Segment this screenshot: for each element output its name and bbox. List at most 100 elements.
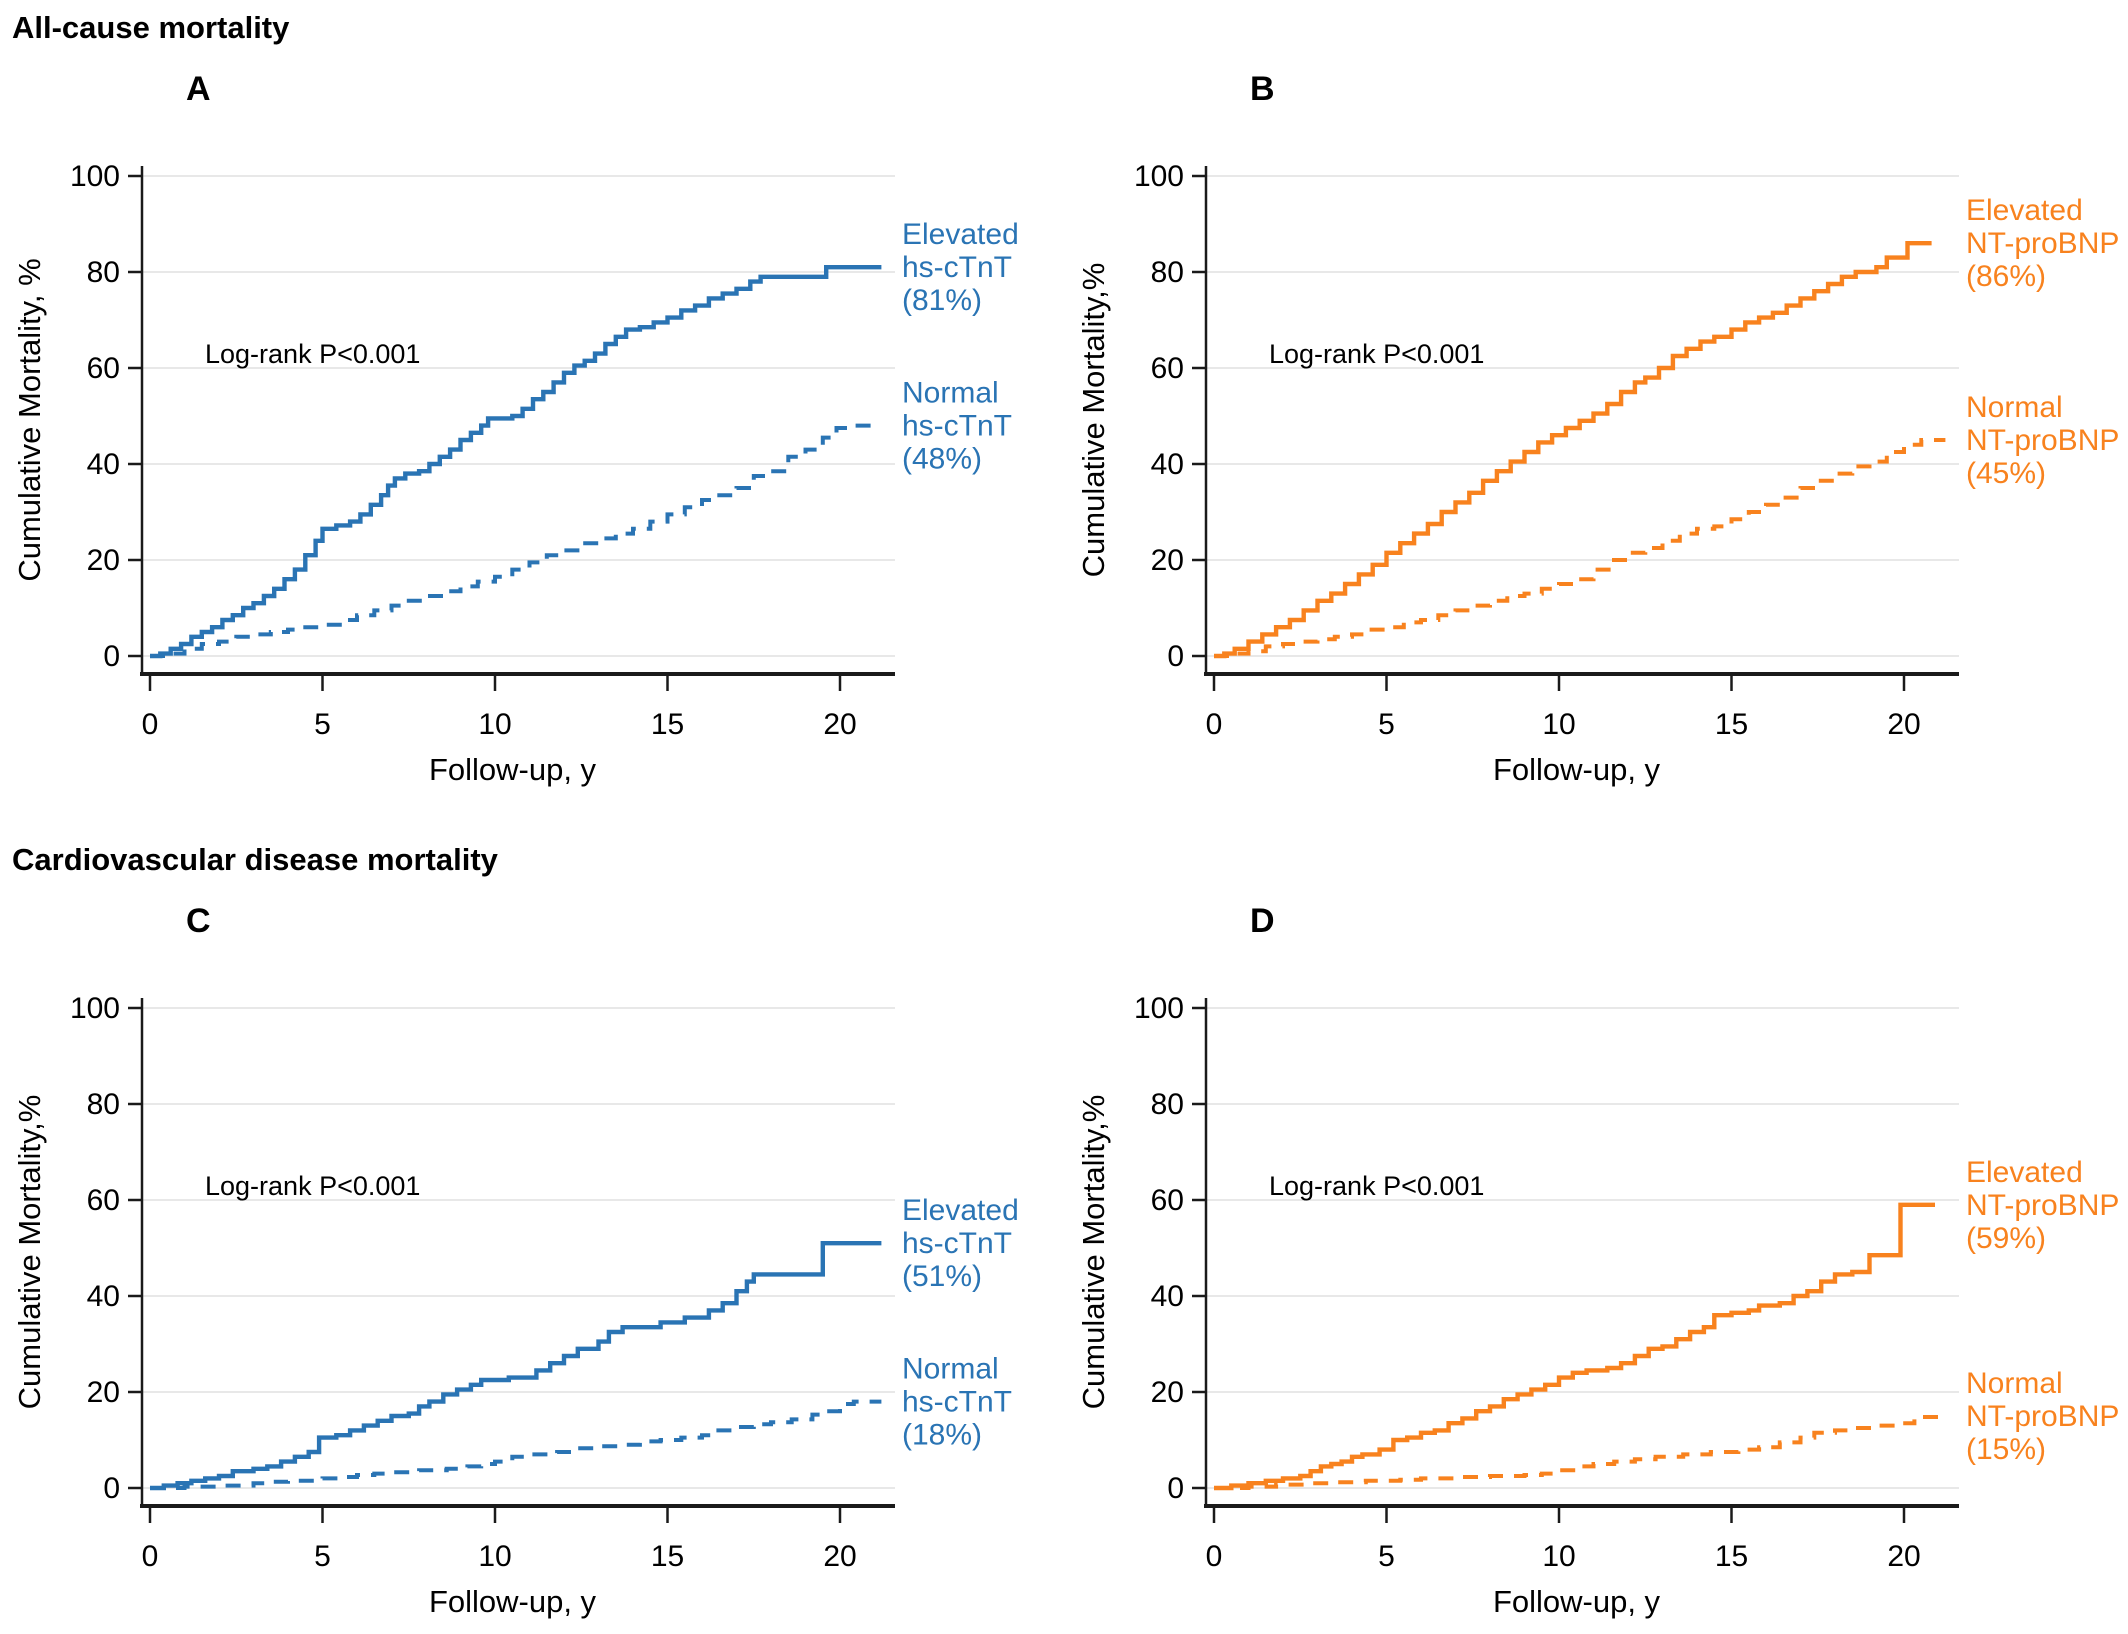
- curve-label-elevated-line2: NT-proBNP: [1966, 1189, 2119, 1222]
- curve-normal: [150, 423, 882, 658]
- panel-C-chart: 0 20 40 60 80 100 0 5 10 15 20 Follow-up, y Cumulati…: [12, 902, 1019, 1619]
- x-tick-label-0: 0: [1206, 1540, 1223, 1573]
- x-axis-label: Follow-up, y: [1493, 1584, 1661, 1619]
- y-tick-label-20: 20: [87, 1376, 120, 1409]
- x-tick-label-5: 5: [314, 1540, 331, 1573]
- curve-elevated: [1214, 1202, 1935, 1491]
- x-tick-label-10: 10: [1542, 1540, 1575, 1573]
- curve-label-elevated-line2: NT-proBNP: [1966, 227, 2119, 260]
- x-tick-label-20: 20: [823, 708, 856, 741]
- y-axis-label: Cumulative Mortality, %: [12, 258, 47, 581]
- curve-label-elevated-line3: (81%): [902, 284, 982, 317]
- curve-label-normal-line1: Normal: [1966, 1367, 2063, 1400]
- curve-elevated: [150, 1241, 882, 1491]
- y-tick-label-100: 100: [70, 160, 120, 193]
- curve-label-normal-line3: (15%): [1966, 1433, 2046, 1466]
- y-tick-label-60: 60: [1151, 1184, 1184, 1217]
- log-rank-annotation: Log-rank P<0.001: [1269, 339, 1484, 369]
- y-tick-label-20: 20: [1151, 1376, 1184, 1409]
- y-tick-label-0: 0: [103, 1472, 120, 1505]
- y-tick-label-100: 100: [1134, 160, 1184, 193]
- y-tick-label-60: 60: [87, 1184, 120, 1217]
- y-tick-label-0: 0: [1167, 640, 1184, 673]
- curve-label-normal-line2: hs-cTnT: [902, 410, 1012, 443]
- y-tick-label-20: 20: [1151, 544, 1184, 577]
- curve-label-elevated-line1: Elevated: [1966, 1156, 2083, 1189]
- x-tick-label-20: 20: [823, 1540, 856, 1573]
- panel-A: 0 20 40 60 80 100 0 5 10 15 20 Follow-up, y Cumulati…: [0, 50, 1064, 802]
- curve-normal: [150, 1399, 882, 1490]
- x-tick-label-20: 20: [1887, 708, 1920, 741]
- y-tick-label-60: 60: [1151, 352, 1184, 385]
- section-title-cvd: Cardiovascular disease mortality: [12, 842, 498, 877]
- curve-elevated: [150, 265, 882, 659]
- log-rank-annotation: Log-rank P<0.001: [1269, 1171, 1484, 1201]
- y-tick-label-20: 20: [87, 544, 120, 577]
- row-cvd-mortality: 0 20 40 60 80 100 0 5 10 15 20 Follow-up, y Cumulati…: [0, 882, 2128, 1634]
- y-tick-label-40: 40: [1151, 1280, 1184, 1313]
- curve-label-elevated-line1: Elevated: [902, 218, 1019, 251]
- y-axis-label: Cumulative Mortality,%: [12, 1095, 47, 1410]
- curve-label-normal-line1: Normal: [1966, 391, 2063, 424]
- x-tick-label-5: 5: [1378, 1540, 1395, 1573]
- curve-label-normal-line1: Normal: [902, 377, 999, 410]
- log-rank-annotation: Log-rank P<0.001: [205, 1171, 420, 1201]
- curve-normal: [1214, 438, 1946, 658]
- x-axis-label: Follow-up, y: [1493, 752, 1661, 787]
- y-tick-label-80: 80: [1151, 1088, 1184, 1121]
- y-tick-label-40: 40: [87, 448, 120, 481]
- x-axis-label: Follow-up, y: [429, 752, 597, 787]
- curve-label-normal-line1: Normal: [902, 1353, 999, 1386]
- x-tick-label-10: 10: [478, 1540, 511, 1573]
- curve-elevated: [1214, 241, 1932, 659]
- row-all-cause-mortality: 0 20 40 60 80 100 0 5 10 15 20 Follow-up, y Cumulati…: [0, 50, 2128, 802]
- y-tick-label-40: 40: [1151, 448, 1184, 481]
- curve-label-normal-line3: (48%): [902, 443, 982, 476]
- y-tick-label-80: 80: [87, 256, 120, 289]
- x-tick-label-15: 15: [1715, 708, 1748, 741]
- curve-label-elevated-line2: hs-cTnT: [902, 1227, 1012, 1260]
- panel-letter: A: [186, 70, 211, 108]
- curve-label-elevated-line3: (51%): [902, 1260, 982, 1293]
- x-tick-label-15: 15: [651, 708, 684, 741]
- panel-B: 0 20 40 60 80 100 0 5 10 15 20 Follow-up, y Cumulati…: [1064, 50, 2128, 802]
- curve-normal: [1214, 1415, 1948, 1490]
- panel-C: 0 20 40 60 80 100 0 5 10 15 20 Follow-up, y Cumulati…: [0, 882, 1064, 1634]
- y-tick-label-0: 0: [103, 640, 120, 673]
- panel-A-chart: 0 20 40 60 80 100 0 5 10 15 20 Follow-up, y Cumulati…: [12, 70, 1019, 787]
- curve-label-elevated-line3: (86%): [1966, 260, 2046, 293]
- curve-label-elevated-line1: Elevated: [902, 1194, 1019, 1227]
- x-tick-label-10: 10: [1542, 708, 1575, 741]
- curve-label-normal-line3: (45%): [1966, 457, 2046, 490]
- curve-label-normal-line2: NT-proBNP: [1966, 424, 2119, 457]
- x-axis-label: Follow-up, y: [429, 1584, 597, 1619]
- curve-label-elevated-line3: (59%): [1966, 1222, 2046, 1255]
- curve-label-normal-line3: (18%): [902, 1419, 982, 1452]
- y-tick-label-40: 40: [87, 1280, 120, 1313]
- panel-B-chart: 0 20 40 60 80 100 0 5 10 15 20 Follow-up, y Cumulati…: [1076, 70, 2119, 787]
- section-title-all-cause: All-cause mortality: [12, 10, 290, 45]
- y-tick-label-60: 60: [87, 352, 120, 385]
- curve-label-normal-line2: hs-cTnT: [902, 1386, 1012, 1419]
- x-tick-label-15: 15: [1715, 1540, 1748, 1573]
- x-tick-label-0: 0: [1206, 708, 1223, 741]
- x-tick-label-15: 15: [651, 1540, 684, 1573]
- panel-letter: B: [1250, 70, 1275, 108]
- y-tick-label-80: 80: [1151, 256, 1184, 289]
- log-rank-annotation: Log-rank P<0.001: [205, 339, 420, 369]
- panel-D: 0 20 40 60 80 100 0 5 10 15 20 Follow-up, y Cumulati…: [1064, 882, 2128, 1634]
- x-tick-label-10: 10: [478, 708, 511, 741]
- x-tick-label-0: 0: [142, 1540, 159, 1573]
- y-tick-label-80: 80: [87, 1088, 120, 1121]
- y-tick-label-100: 100: [70, 992, 120, 1025]
- y-tick-label-0: 0: [1167, 1472, 1184, 1505]
- panel-letter: D: [1250, 902, 1275, 940]
- y-tick-label-100: 100: [1134, 992, 1184, 1025]
- x-tick-label-20: 20: [1887, 1540, 1920, 1573]
- curve-label-elevated-line1: Elevated: [1966, 194, 2083, 227]
- y-axis-label: Cumulative Mortality,%: [1076, 1095, 1111, 1410]
- panel-D-chart: 0 20 40 60 80 100 0 5 10 15 20 Follow-up, y Cumulati…: [1076, 902, 2119, 1619]
- x-tick-label-5: 5: [314, 708, 331, 741]
- y-axis-label: Cumulative Mortality,%: [1076, 263, 1111, 578]
